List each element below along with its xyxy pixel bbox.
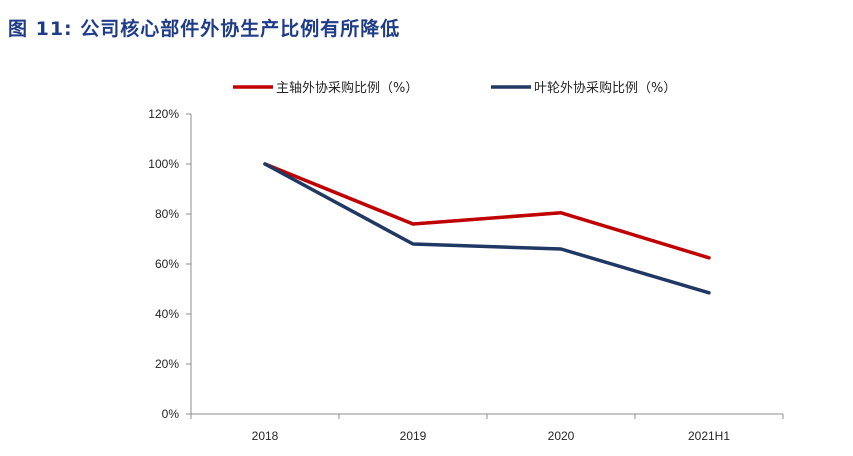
figure-title-text: 公司核心部件外协生产比例有所降低 [80,18,401,40]
chart-legend: 主轴外协采购比例（%） 叶轮外协采购比例（%） [233,80,676,96]
x-tick-label: 2018 [252,429,279,443]
x-tick-label: 2021H1 [688,429,730,443]
series-line-2 [263,162,711,295]
y-tick-label: 100% [148,157,179,171]
y-tick-label: 60% [155,257,179,271]
y-tick-label: 0% [162,407,180,421]
x-tick-label: 2019 [400,429,427,443]
legend-label-1: 主轴外协采购比例（%） [276,80,418,96]
y-tick-label: 120% [148,107,179,121]
chart-axes: 0% 20% 40% 60% 80% 100% 120% 2018 2019 2020 2021H1 [148,107,784,443]
x-tick-label: 2020 [548,429,575,443]
series-line-1 [263,162,711,260]
figure-number: 图 11: [8,18,73,40]
y-tick-label: 80% [155,207,179,221]
figure-title: 图 11: 公司核心部件外协生产比例有所降低 [8,14,400,41]
y-tick-label: 20% [155,357,179,371]
chart-series [263,162,711,295]
y-tick-label: 40% [155,307,179,321]
legend-label-2: 叶轮外协采购比例（%） [534,80,676,96]
